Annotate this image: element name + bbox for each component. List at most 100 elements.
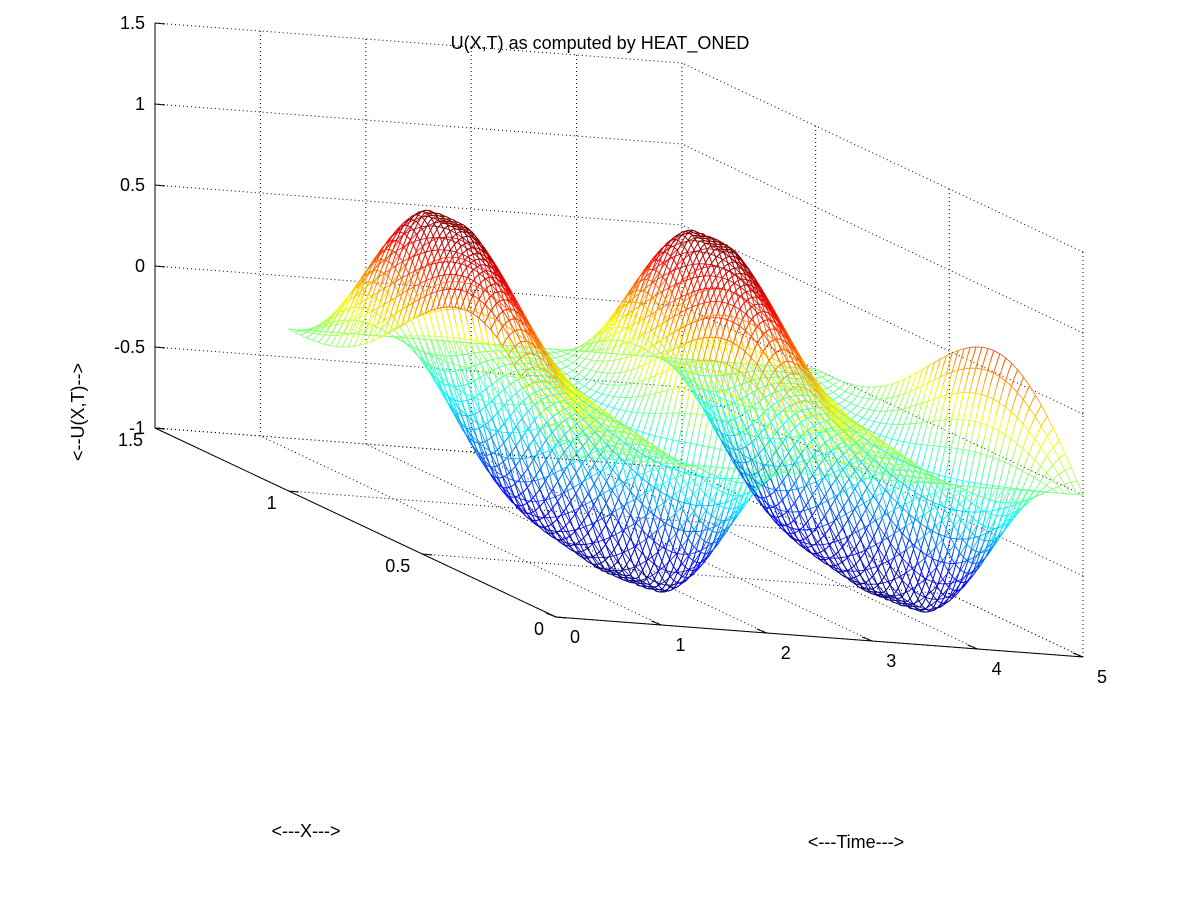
mesh-line	[504, 386, 508, 390]
mesh-line	[856, 401, 861, 407]
mesh-line	[613, 390, 618, 397]
mesh-line	[666, 400, 671, 414]
mesh-line	[641, 302, 646, 313]
mesh-line	[458, 365, 464, 381]
mesh-line	[579, 507, 584, 518]
mesh-line	[841, 407, 845, 411]
mesh-line	[903, 415, 908, 425]
mesh-line	[437, 271, 442, 284]
mesh-line	[458, 309, 463, 324]
mesh-line	[468, 425, 473, 437]
mesh-line	[897, 416, 902, 425]
mesh-line	[545, 454, 550, 461]
mesh-line	[458, 253, 463, 259]
mesh-line	[826, 386, 831, 389]
mesh-line	[605, 518, 610, 526]
mesh-line	[549, 498, 554, 509]
mesh-line	[642, 403, 647, 414]
mesh-line	[473, 325, 478, 342]
mesh-line	[915, 413, 920, 424]
mesh-line	[693, 413, 698, 429]
mesh-line	[423, 335, 428, 346]
mesh-line	[775, 485, 780, 491]
mesh-line	[674, 355, 679, 363]
mesh-line	[641, 493, 646, 505]
mesh-line	[838, 528, 843, 534]
mesh-line	[647, 339, 652, 344]
mesh-line	[650, 288, 655, 299]
mesh-line	[646, 292, 651, 296]
mesh-line	[620, 350, 625, 360]
mesh-line	[656, 336, 661, 342]
mesh-line	[599, 338, 604, 345]
mesh-line	[399, 226, 404, 233]
mesh-line	[651, 393, 656, 404]
mesh-line	[963, 379, 968, 393]
mesh-line	[465, 414, 470, 426]
mesh-line	[894, 409, 899, 418]
mesh-line	[425, 254, 430, 265]
mesh-line	[804, 408, 808, 411]
mesh-line	[827, 379, 831, 382]
mesh-line	[827, 467, 832, 473]
mesh-line	[407, 251, 412, 259]
mesh-line	[835, 396, 840, 399]
mesh-line	[533, 453, 538, 460]
mesh-line	[359, 322, 364, 332]
mesh-line	[602, 503, 607, 510]
mesh-line	[853, 395, 858, 401]
mesh-line	[622, 397, 627, 405]
mesh-line	[504, 363, 509, 366]
mesh-line	[575, 357, 580, 361]
mesh-line	[672, 400, 677, 414]
mesh-line	[890, 511, 895, 520]
mesh-line	[877, 398, 882, 406]
mesh-line	[829, 384, 834, 388]
mesh-line	[787, 522, 791, 526]
mesh-line	[440, 274, 445, 284]
mesh-line	[894, 424, 899, 433]
mesh-line	[602, 332, 607, 340]
mesh-line	[713, 394, 718, 407]
mesh-line	[800, 474, 805, 487]
mesh-line	[595, 387, 600, 393]
mesh-line	[932, 432, 938, 446]
mesh-line	[716, 253, 721, 257]
mesh-line	[675, 387, 680, 401]
mesh-line	[650, 274, 655, 284]
mesh-line	[524, 447, 529, 454]
mesh-line	[471, 435, 476, 446]
mesh-line	[778, 500, 783, 505]
mesh-line	[666, 247, 671, 255]
mesh-line	[347, 326, 352, 335]
mesh-line	[647, 324, 651, 330]
mesh-line	[626, 538, 631, 546]
mesh-line	[888, 410, 893, 418]
mesh-line	[372, 262, 377, 271]
mesh-line	[666, 425, 671, 439]
mesh-line	[852, 554, 857, 564]
mesh-line	[482, 388, 487, 392]
mesh-line	[575, 488, 580, 494]
mesh-line	[584, 354, 589, 360]
mesh-line	[623, 342, 628, 352]
mesh-line	[803, 486, 808, 499]
mesh-line	[607, 401, 612, 407]
mesh-line	[859, 407, 864, 413]
mesh-line	[369, 281, 374, 291]
mesh-line	[829, 391, 834, 395]
mesh-line	[464, 338, 469, 355]
mesh-line	[584, 373, 588, 378]
mesh-line	[623, 564, 627, 570]
mesh-line	[663, 413, 668, 426]
mesh-line	[596, 366, 601, 372]
mesh-line	[462, 236, 466, 239]
mesh-line	[429, 354, 434, 365]
mesh-line	[521, 417, 526, 432]
mesh-line	[753, 486, 758, 495]
mesh-line	[432, 363, 437, 373]
mesh-line	[593, 478, 598, 484]
mesh-line	[587, 350, 592, 356]
mesh-line	[564, 407, 569, 410]
mesh-line	[743, 381, 748, 384]
